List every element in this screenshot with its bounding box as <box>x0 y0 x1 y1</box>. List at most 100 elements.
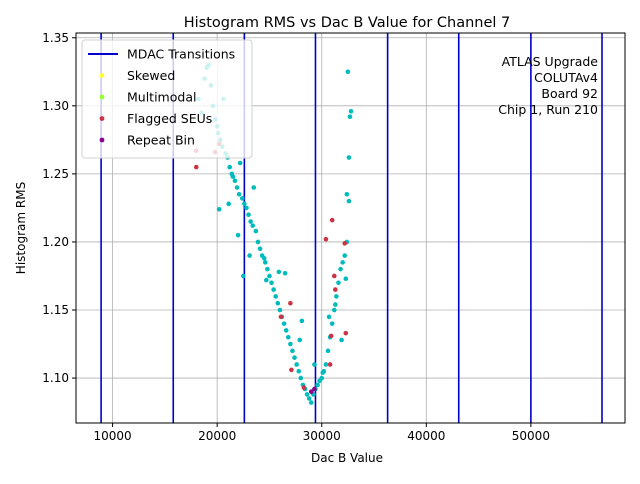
data-point <box>276 269 282 275</box>
data-point <box>244 205 249 211</box>
annotation-line: ATLAS Upgrade <box>502 54 599 69</box>
data-point <box>328 333 334 339</box>
data-point <box>333 287 338 292</box>
data-point <box>327 362 333 367</box>
legend-marker-swatch <box>99 73 105 78</box>
data-point <box>264 277 269 283</box>
data-point <box>344 192 350 197</box>
data-point <box>304 392 310 397</box>
data-point <box>338 266 343 272</box>
data-point <box>261 255 267 261</box>
data-point <box>299 318 305 324</box>
data-point <box>281 321 287 326</box>
data-point <box>345 69 351 75</box>
plot-area <box>75 32 626 424</box>
data-point <box>323 236 329 242</box>
data-point <box>262 260 268 265</box>
data-point <box>226 201 231 207</box>
annotation-line: COLUTAv4 <box>534 70 598 85</box>
x-tick-label: 40000 <box>407 429 445 443</box>
grid <box>76 33 625 423</box>
data-point <box>267 273 272 279</box>
data-point <box>265 266 270 272</box>
data-point <box>312 362 317 367</box>
data-point <box>343 276 349 282</box>
y-tick-label: 1.30 <box>42 99 69 113</box>
data-point <box>329 217 335 223</box>
data-point <box>289 367 294 373</box>
legend-label: Multimodal <box>127 90 196 105</box>
y-axis: 1.10 1.15 1.20 1.25 1.30 1.35 <box>42 31 76 385</box>
data-point <box>342 253 348 258</box>
data-point <box>216 206 222 212</box>
legend-label: MDAC Transitions <box>127 47 235 62</box>
data-point <box>237 160 243 166</box>
data-point <box>288 341 293 347</box>
data-point <box>251 185 257 190</box>
data-point <box>301 385 307 390</box>
y-tick-label: 1.15 <box>42 303 69 317</box>
data-point <box>235 232 241 238</box>
data-point <box>343 330 349 336</box>
legend-marker-swatch <box>99 137 105 143</box>
data-point <box>241 273 246 279</box>
data-point <box>250 223 256 228</box>
data-point <box>248 219 253 224</box>
data-point <box>342 241 348 246</box>
data-point <box>255 239 261 245</box>
x-axis-label: Dac B Value <box>311 451 383 465</box>
x-tick-label: 20000 <box>198 429 236 443</box>
data-point <box>247 253 252 258</box>
data-point <box>323 362 329 367</box>
data-point <box>319 375 325 381</box>
annotation-line: Chip 1, Run 210 <box>498 102 598 117</box>
legend-label: Skewed <box>127 68 175 83</box>
data-point <box>285 334 291 340</box>
data-point <box>339 337 344 343</box>
chart-title: Histogram RMS vs Dac B Value for Channel… <box>184 15 511 31</box>
data-point <box>297 337 303 343</box>
legend-label: Flagged SEUs <box>127 111 212 126</box>
data-point <box>308 389 314 394</box>
data-point <box>298 375 304 381</box>
data-point <box>348 108 354 114</box>
y-tick-label: 1.35 <box>42 31 69 45</box>
data-point <box>273 294 279 299</box>
data-point <box>257 246 263 252</box>
x-tick-label: 30000 <box>303 429 341 443</box>
annotation-line: Board 92 <box>541 86 598 101</box>
legend-label: Repeat Bin <box>127 133 195 148</box>
y-tick-label: 1.10 <box>42 371 69 385</box>
data-point <box>326 314 332 320</box>
data-point <box>236 192 242 197</box>
data-point <box>230 174 236 179</box>
x-axis: 10000 20000 30000 40000 50000 <box>94 423 550 443</box>
legend-marker-swatch <box>99 116 105 121</box>
data-point <box>315 382 320 388</box>
data-point <box>283 328 289 333</box>
y-tick-label: 1.20 <box>42 235 69 249</box>
data-point <box>306 396 312 401</box>
data-point <box>271 287 276 292</box>
data-point <box>333 302 338 307</box>
data-point <box>296 368 302 374</box>
data-point <box>308 400 314 405</box>
data-point <box>242 201 247 207</box>
data-point <box>246 212 251 218</box>
y-axis-label: Histogram RMS <box>14 182 28 274</box>
data-point <box>292 355 297 360</box>
data-point <box>320 370 326 375</box>
data-point <box>346 198 352 204</box>
data-point <box>239 196 245 201</box>
data-point <box>290 348 295 354</box>
data-point <box>312 386 317 392</box>
data-point <box>269 280 274 286</box>
data-point <box>336 280 341 286</box>
legend-marker-swatch <box>99 94 105 100</box>
data-point <box>282 270 288 276</box>
data-point <box>294 362 299 367</box>
data-point <box>275 300 281 306</box>
